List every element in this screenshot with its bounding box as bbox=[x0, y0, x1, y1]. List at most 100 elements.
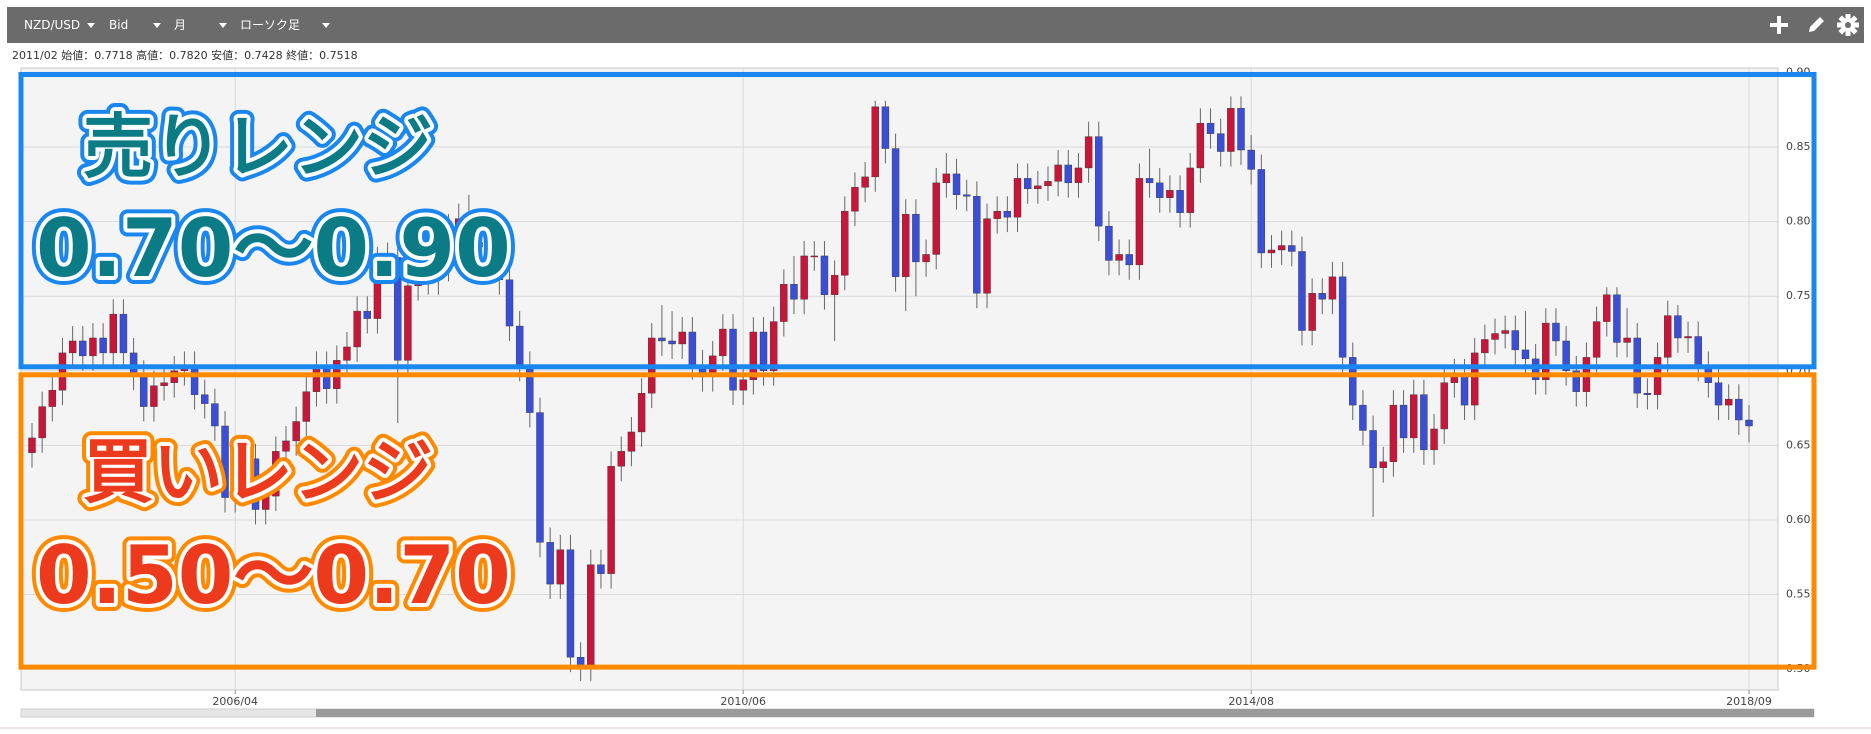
candle-body bbox=[211, 403, 219, 427]
candle-body bbox=[729, 328, 737, 391]
candle-body bbox=[912, 213, 920, 263]
candle-body bbox=[1572, 370, 1580, 392]
candle-body bbox=[891, 148, 900, 278]
candle-body bbox=[1359, 404, 1367, 431]
candle-body bbox=[1156, 182, 1164, 198]
y-tick-label: 0.55 bbox=[1786, 588, 1811, 601]
style-select[interactable]: ローソク足 bbox=[240, 18, 301, 32]
candle-body bbox=[343, 346, 351, 361]
candle-body bbox=[1501, 330, 1509, 334]
candle-body bbox=[394, 257, 402, 361]
candle-body bbox=[830, 275, 839, 295]
candle-body bbox=[28, 437, 36, 454]
candle-body bbox=[251, 458, 260, 510]
candle-body bbox=[38, 406, 46, 439]
candle-body bbox=[871, 106, 879, 178]
candle-body bbox=[1613, 294, 1621, 343]
y-tick-label: 0.85 bbox=[1786, 140, 1811, 153]
candle-body bbox=[1298, 251, 1306, 331]
candle-body bbox=[587, 564, 595, 667]
range-box bbox=[18, 372, 1817, 670]
candle-body bbox=[302, 391, 311, 422]
candle-body bbox=[566, 549, 575, 658]
candle-body bbox=[1196, 122, 1205, 169]
candle-body bbox=[1145, 178, 1154, 184]
candle-body bbox=[769, 321, 778, 371]
candle-body bbox=[1440, 382, 1448, 430]
candle-body bbox=[1216, 133, 1225, 152]
candle-body bbox=[1338, 276, 1347, 358]
candle-body bbox=[1064, 164, 1072, 184]
candle-body bbox=[1623, 337, 1631, 343]
candle-body bbox=[1470, 352, 1479, 406]
candle-body bbox=[1034, 185, 1042, 190]
candle-body bbox=[1074, 167, 1083, 184]
dropdown-arrow[interactable] bbox=[219, 23, 227, 28]
candle-body bbox=[1694, 336, 1702, 367]
candle-body bbox=[861, 176, 869, 188]
candle-body bbox=[617, 451, 625, 467]
candle-body bbox=[424, 263, 432, 281]
candle-body bbox=[1135, 178, 1144, 266]
candle-body bbox=[1206, 122, 1215, 134]
candle-body bbox=[1105, 225, 1113, 261]
candle-body bbox=[932, 182, 940, 255]
candle-body bbox=[48, 389, 57, 407]
candle-body bbox=[1125, 254, 1133, 266]
candle-body bbox=[820, 255, 829, 295]
candle-body bbox=[1603, 294, 1611, 322]
candle-body bbox=[1714, 382, 1723, 406]
add-icon[interactable] bbox=[1769, 15, 1789, 35]
candle-body bbox=[1399, 404, 1408, 439]
x-tick-label: 2014/08 bbox=[1228, 695, 1274, 708]
candle-body bbox=[1349, 357, 1357, 406]
candle-body bbox=[485, 246, 493, 254]
candle-body bbox=[322, 366, 331, 389]
candle-body bbox=[1735, 398, 1743, 421]
candle-body bbox=[89, 337, 97, 357]
symbol-select[interactable]: NZD/USD bbox=[24, 18, 81, 32]
candle-body bbox=[1460, 373, 1469, 406]
price-select[interactable]: Bid bbox=[109, 18, 129, 32]
candle-body bbox=[678, 331, 686, 345]
candle-body bbox=[973, 196, 981, 294]
candle-body bbox=[1481, 339, 1489, 354]
candle-body bbox=[1379, 461, 1387, 468]
candle-body bbox=[221, 425, 229, 498]
candle-body bbox=[902, 213, 910, 278]
candle-body bbox=[1166, 190, 1174, 198]
candle-body bbox=[383, 257, 392, 263]
candle-body bbox=[1389, 404, 1398, 462]
candle-body bbox=[1684, 336, 1692, 339]
dropdown-arrow[interactable] bbox=[153, 23, 161, 28]
x-tick-label: 2018/09 bbox=[1726, 695, 1772, 708]
range-label-outline: 0.70～0.90 bbox=[36, 202, 511, 295]
candle-body bbox=[99, 337, 107, 354]
dropdown-arrow[interactable] bbox=[322, 23, 330, 28]
candle-body bbox=[800, 255, 808, 300]
settings-icon[interactable] bbox=[1836, 13, 1860, 37]
dropdown-arrow[interactable] bbox=[87, 23, 95, 28]
candle-body bbox=[1592, 321, 1601, 358]
candle-body bbox=[881, 106, 890, 149]
range-title: 買いレンジ bbox=[83, 431, 433, 513]
candle-body bbox=[129, 352, 138, 376]
candle-body bbox=[790, 284, 798, 300]
candle-body bbox=[1115, 254, 1123, 261]
candle-body bbox=[546, 542, 554, 585]
candle-body bbox=[160, 382, 168, 386]
candle-body bbox=[1562, 340, 1570, 371]
candle-body bbox=[140, 375, 148, 407]
range-label: 0.70～0.90 bbox=[36, 202, 511, 295]
scroll-thumb[interactable] bbox=[316, 709, 1814, 717]
draw-icon[interactable] bbox=[1806, 15, 1826, 35]
candle-body bbox=[637, 392, 646, 433]
period-select[interactable]: 月 bbox=[174, 18, 187, 32]
candle-body bbox=[241, 458, 250, 464]
candle-body bbox=[414, 263, 422, 286]
candle-body bbox=[607, 466, 615, 574]
candle-body bbox=[119, 313, 128, 354]
candle-body bbox=[1420, 394, 1428, 451]
candle-body bbox=[759, 331, 768, 371]
candle-body bbox=[536, 412, 544, 543]
